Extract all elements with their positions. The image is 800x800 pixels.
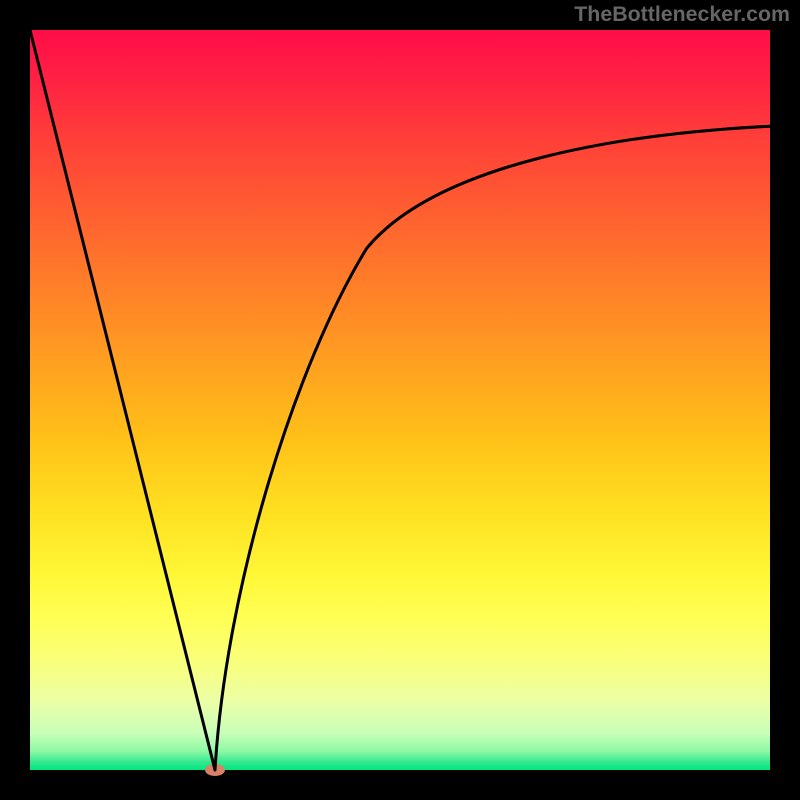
bottleneck-chart	[0, 0, 800, 800]
chart-container: TheBottlenecker.com	[0, 0, 800, 800]
watermark-text: TheBottlenecker.com	[574, 2, 790, 27]
plot-gradient-background	[30, 30, 770, 770]
